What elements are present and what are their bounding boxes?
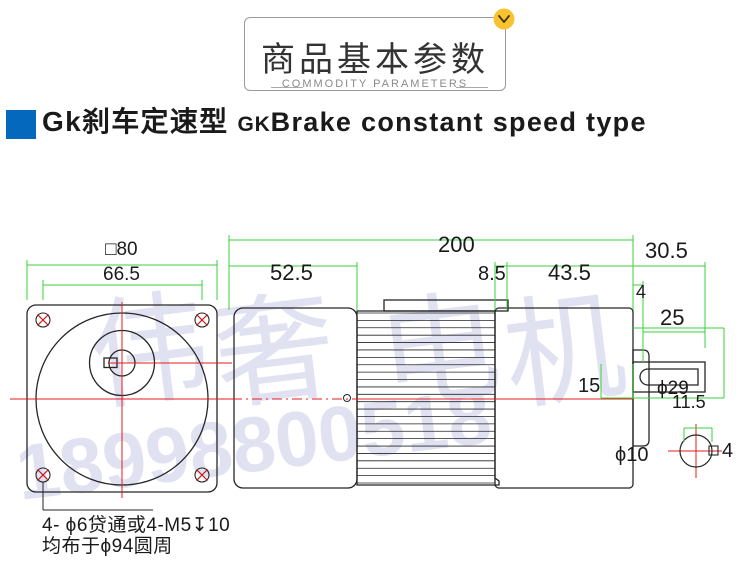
svg-text:15: 15 — [578, 375, 600, 397]
svg-text:4: 4 — [722, 440, 733, 462]
svg-text:□80: □80 — [105, 239, 138, 260]
svg-text:25: 25 — [660, 305, 684, 330]
svg-text:均布于ϕ94圆周: 均布于ϕ94圆周 — [42, 535, 173, 557]
svg-text:4: 4 — [636, 282, 646, 302]
svg-text:ϕ10: ϕ10 — [615, 444, 648, 466]
svg-text:伟: 伟 — [82, 278, 217, 426]
svg-text:30.5: 30.5 — [645, 238, 688, 263]
svg-text:52.5: 52.5 — [270, 260, 313, 285]
svg-text:200: 200 — [438, 232, 475, 257]
svg-text:43.5: 43.5 — [548, 260, 591, 285]
svg-text:机: 机 — [497, 278, 632, 426]
svg-text:66.5: 66.5 — [103, 264, 140, 285]
svg-text:11.5: 11.5 — [672, 392, 706, 412]
svg-text:4- ϕ6贷通或4-M5↧10: 4- ϕ6贷通或4-M5↧10 — [42, 514, 230, 536]
svg-text:8.5: 8.5 — [478, 263, 506, 285]
